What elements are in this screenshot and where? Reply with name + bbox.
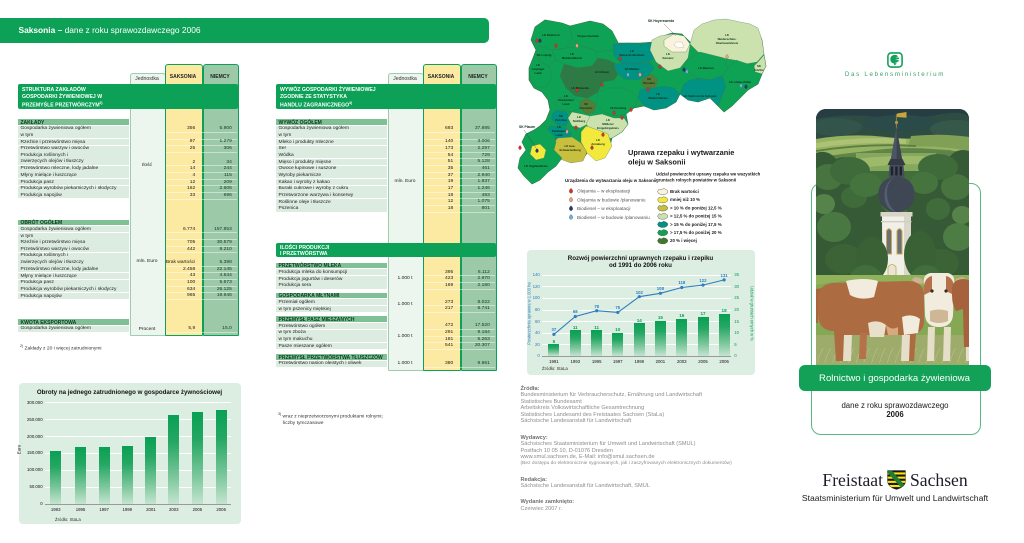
svg-text:Riesa-Großenhain: Riesa-Großenhain bbox=[620, 53, 645, 57]
svg-text:Erzgebirgskreis: Erzgebirgskreis bbox=[597, 126, 619, 130]
svg-text:Schwarzenberg: Schwarzenberg bbox=[559, 148, 581, 152]
svg-text:LK Löbau-Zittau: LK Löbau-Zittau bbox=[729, 80, 751, 84]
svg-text:Land: Land bbox=[563, 102, 570, 106]
svg-text:LK Bautzen: LK Bautzen bbox=[698, 66, 714, 70]
svg-text:SK Plauen: SK Plauen bbox=[519, 125, 535, 129]
svg-text:Uprawa rzepaku i wytwarzanie: Uprawa rzepaku i wytwarzanie bbox=[628, 148, 734, 157]
svg-text:> 10 % do poniżej 12,5 %: > 10 % do poniżej 12,5 % bbox=[670, 205, 722, 210]
svg-text:Görlitz: Görlitz bbox=[754, 68, 764, 72]
svg-text:LK Mittweida: LK Mittweida bbox=[571, 86, 589, 90]
svg-text:Chemnitzer: Chemnitzer bbox=[558, 98, 575, 102]
svg-text:LK: LK bbox=[570, 52, 575, 56]
svg-text:LK Sächsische Schweiz: LK Sächsische Schweiz bbox=[684, 94, 717, 98]
svg-text:LK: LK bbox=[630, 49, 635, 53]
svg-text:LK Freiberg: LK Freiberg bbox=[610, 106, 626, 110]
svg-text:Biodiesel – w eksploatacji: Biodiesel – w eksploatacji bbox=[577, 206, 630, 211]
svg-text:SK Hoyerswerda: SK Hoyerswerda bbox=[648, 19, 674, 23]
svg-text:Olejarnia w budowie /planowani: Olejarnia w budowie /planowaniu bbox=[577, 197, 646, 202]
svg-text:mniej niż 10 %: mniej niż 10 % bbox=[670, 197, 700, 202]
svg-text:Chemnitz: Chemnitz bbox=[579, 106, 593, 110]
svg-text:Zwickau: Zwickau bbox=[555, 118, 567, 122]
svg-text:LK: LK bbox=[606, 118, 611, 122]
svg-text:Land: Land bbox=[556, 133, 563, 137]
svg-text:Muldentalkreis: Muldentalkreis bbox=[562, 56, 583, 60]
svg-text:LK Vogtlandkreis: LK Vogtlandkreis bbox=[524, 164, 548, 168]
svg-text:SK: SK bbox=[559, 114, 564, 118]
svg-text:Olejarnia – w eksploatacji: Olejarnia – w eksploatacji bbox=[577, 189, 630, 194]
svg-text:LK Delitzsch: LK Delitzsch bbox=[542, 33, 560, 37]
svg-text:Land: Land bbox=[535, 71, 542, 75]
svg-text:Biodiesel – w budowie /planowa: Biodiesel – w budowie /planowaniu bbox=[577, 215, 650, 220]
svg-text:LK: LK bbox=[577, 115, 582, 119]
svg-text:> 15 % do poniżej 17,5 %: > 15 % do poniżej 17,5 % bbox=[670, 222, 722, 227]
svg-text:20 % i więcej: 20 % i więcej bbox=[670, 238, 697, 243]
svg-text:SK: SK bbox=[584, 102, 589, 106]
svg-text:LK: LK bbox=[557, 125, 562, 129]
svg-text:LK: LK bbox=[564, 94, 569, 98]
svg-text:> 12,5 % do poniżej 15 %: > 12,5 % do poniżej 15 % bbox=[670, 214, 722, 219]
svg-text:Dresden: Dresden bbox=[643, 81, 655, 85]
svg-text:LK: LK bbox=[666, 52, 671, 56]
svg-text:LK: LK bbox=[656, 92, 661, 96]
svg-text:Udział powierzchni uprawy rzep: Udział powierzchni uprawy rzepaku we wsz… bbox=[656, 172, 761, 177]
svg-text:Kamenz: Kamenz bbox=[662, 56, 674, 60]
svg-text:Annaberg: Annaberg bbox=[591, 142, 605, 146]
svg-text:Oberlausitzkreis: Oberlausitzkreis bbox=[716, 41, 739, 45]
svg-text:LK Aue-: LK Aue- bbox=[565, 144, 576, 148]
svg-text:Weißeritzkreis: Weißeritzkreis bbox=[648, 96, 668, 100]
svg-text:Mittlerer: Mittlerer bbox=[602, 122, 614, 126]
svg-text:> 17,5 % do poniżej 20 %: > 17,5 % do poniżej 20 % bbox=[670, 230, 722, 235]
svg-text:oleju w Saksonii: oleju w Saksonii bbox=[628, 158, 686, 167]
svg-text:LK: LK bbox=[596, 138, 601, 142]
svg-text:Stollberg: Stollberg bbox=[573, 119, 586, 123]
svg-text:Niederschles.: Niederschles. bbox=[718, 37, 737, 41]
svg-text:Brak wartości: Brak wartości bbox=[670, 189, 699, 194]
svg-text:SK: SK bbox=[647, 77, 652, 81]
svg-text:gruntach rolnych powiatów w S: gruntach rolnych powiatów w Saksonii bbox=[656, 178, 736, 183]
svg-text:SK Leipzig: SK Leipzig bbox=[537, 53, 552, 57]
svg-text:LK: LK bbox=[536, 63, 541, 67]
svg-text:Zwickauer: Zwickauer bbox=[552, 129, 567, 133]
svg-text:SK: SK bbox=[757, 64, 762, 68]
svg-text:LK Meißen: LK Meißen bbox=[625, 67, 640, 71]
svg-text:Leipziger: Leipziger bbox=[532, 67, 546, 71]
svg-text:LK: LK bbox=[725, 33, 730, 37]
svg-text:LK Döbeln: LK Döbeln bbox=[595, 70, 610, 74]
svg-text:Urządzenia do wytwarzania olej: Urządzenia do wytwarzania oleju w Sakson… bbox=[565, 178, 656, 183]
svg-text:Torgau-Oschatz: Torgau-Oschatz bbox=[577, 34, 599, 38]
